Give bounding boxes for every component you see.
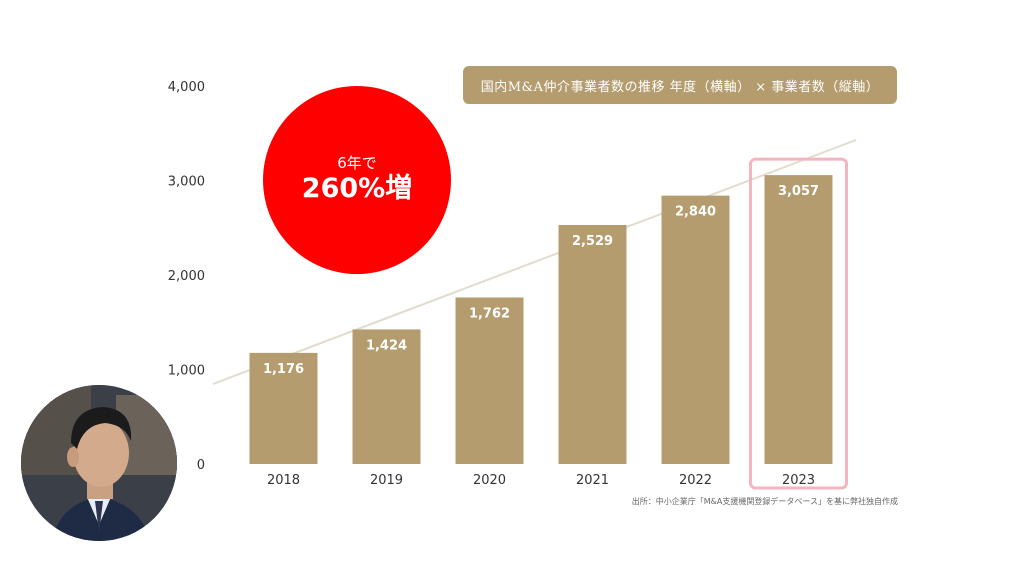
bar-value-label: 1,176 [263, 362, 304, 377]
x-tick-label: 2021 [576, 473, 609, 488]
bar-value-label: 2,840 [675, 205, 716, 220]
x-tick-label: 2019 [370, 473, 403, 488]
bar [661, 195, 730, 464]
presenter-photo [21, 385, 177, 541]
growth-badge: 6年で 260%増 [263, 86, 451, 274]
x-tick-label: 2020 [473, 473, 506, 488]
badge-subtitle: 6年で [337, 154, 377, 172]
bar [558, 225, 627, 464]
y-tick-label: 3,000 [168, 175, 205, 190]
y-tick-label: 4,000 [168, 80, 205, 95]
y-tick-label: 1,000 [168, 364, 205, 379]
bar-value-label: 1,762 [469, 306, 510, 321]
source-note: 出所：中小企業庁「M&A支援機関登録データベース」を基に弊社独自作成 [631, 497, 898, 506]
y-tick-label: 0 [197, 458, 205, 473]
person-photo-icon [21, 385, 177, 541]
chart-title: 国内M&A仲介事業者数の推移 年度（横軸） × 事業者数（縦軸） [463, 66, 897, 104]
badge-value: 260%増 [301, 173, 413, 204]
x-tick-label: 2018 [267, 473, 300, 488]
bar-value-label: 3,057 [778, 184, 819, 199]
trend-line [212, 139, 857, 385]
y-tick-label: 2,000 [168, 269, 205, 284]
bar [455, 297, 524, 464]
bar-value-label: 2,529 [572, 234, 613, 249]
x-tick-label: 2022 [679, 473, 712, 488]
bar [352, 329, 421, 464]
x-tick-label: 2023 [782, 473, 815, 488]
bar [249, 352, 318, 464]
bar [764, 175, 833, 464]
highlight-frame [749, 157, 848, 490]
bar-value-label: 1,424 [366, 338, 407, 353]
